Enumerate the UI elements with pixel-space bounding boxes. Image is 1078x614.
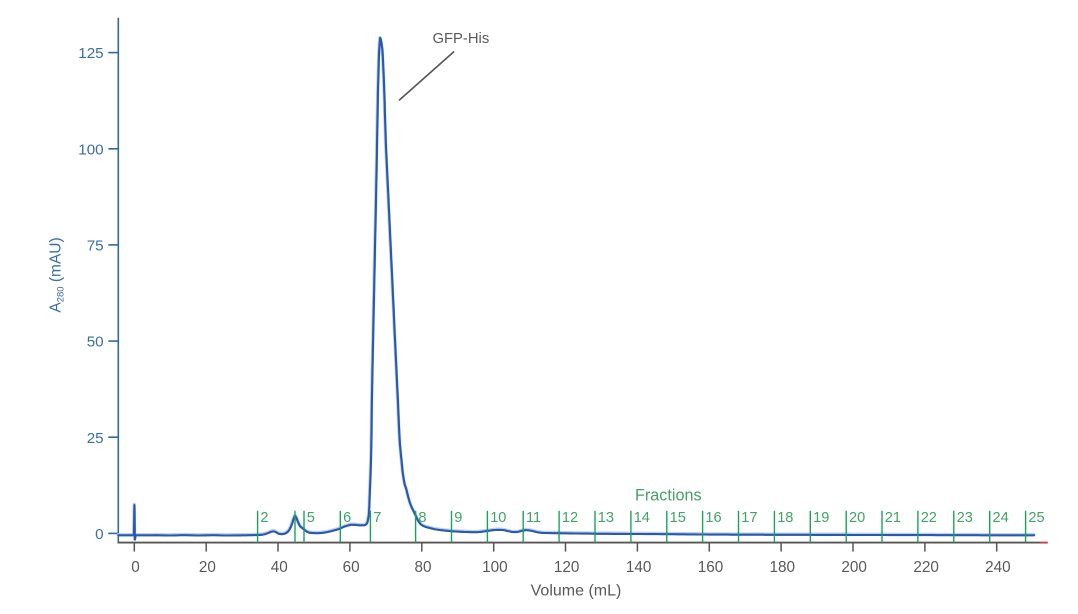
svg-text:17: 17 xyxy=(741,510,757,526)
svg-text:10: 10 xyxy=(490,510,506,526)
svg-text:80: 80 xyxy=(414,559,431,576)
svg-text:2: 2 xyxy=(260,510,268,526)
svg-text:13: 13 xyxy=(598,510,614,526)
svg-text:12: 12 xyxy=(562,510,578,526)
svg-text:0: 0 xyxy=(131,559,140,576)
svg-text:8: 8 xyxy=(418,510,426,526)
svg-text:140: 140 xyxy=(626,559,652,576)
svg-text:GFP-His: GFP-His xyxy=(433,31,490,47)
svg-text:Volume (mL): Volume (mL) xyxy=(531,583,622,600)
svg-text:50: 50 xyxy=(87,334,104,351)
svg-text:25: 25 xyxy=(1028,510,1044,526)
svg-text:16: 16 xyxy=(705,510,721,526)
svg-text:120: 120 xyxy=(554,559,580,576)
svg-text:15: 15 xyxy=(670,510,686,526)
svg-text:75: 75 xyxy=(87,238,104,255)
svg-text:14: 14 xyxy=(634,510,650,526)
svg-text:11: 11 xyxy=(526,510,541,526)
svg-text:160: 160 xyxy=(698,559,724,576)
svg-text:18: 18 xyxy=(777,510,793,526)
svg-text:5: 5 xyxy=(307,510,315,526)
svg-text:240: 240 xyxy=(985,559,1011,576)
svg-text:22: 22 xyxy=(921,510,937,526)
svg-text:180: 180 xyxy=(770,559,796,576)
svg-text:20: 20 xyxy=(849,510,865,526)
svg-text:6: 6 xyxy=(343,510,351,526)
svg-text:125: 125 xyxy=(78,45,103,62)
svg-text:7: 7 xyxy=(373,510,381,526)
svg-text:220: 220 xyxy=(913,559,939,576)
svg-text:100: 100 xyxy=(482,559,508,576)
svg-text:100: 100 xyxy=(78,141,103,158)
svg-text:23: 23 xyxy=(957,510,973,526)
svg-text:0: 0 xyxy=(95,526,103,543)
svg-text:19: 19 xyxy=(813,510,829,526)
svg-text:9: 9 xyxy=(454,510,462,526)
svg-text:40: 40 xyxy=(271,559,288,576)
svg-text:25: 25 xyxy=(87,430,104,447)
svg-text:60: 60 xyxy=(343,559,360,576)
svg-text:200: 200 xyxy=(841,559,867,576)
svg-text:24: 24 xyxy=(993,510,1009,526)
svg-text:20: 20 xyxy=(199,559,216,576)
svg-text:21: 21 xyxy=(885,510,901,526)
svg-text:Fractions: Fractions xyxy=(635,487,702,505)
